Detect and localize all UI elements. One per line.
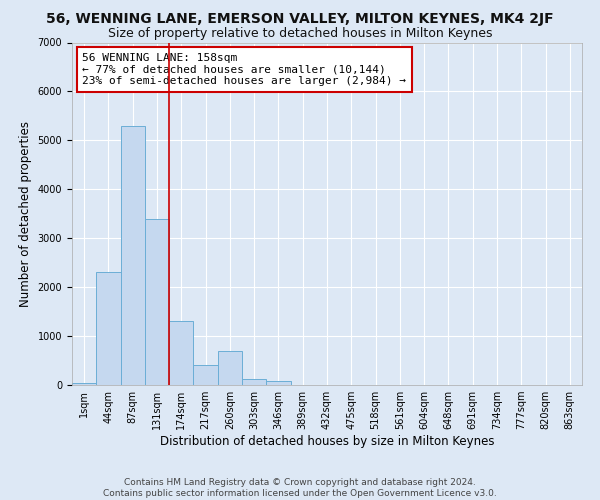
Bar <box>193 366 218 385</box>
Bar <box>218 351 242 385</box>
Bar <box>96 272 121 385</box>
Text: Contains HM Land Registry data © Crown copyright and database right 2024.
Contai: Contains HM Land Registry data © Crown c… <box>103 478 497 498</box>
Text: 56 WENNING LANE: 158sqm
← 77% of detached houses are smaller (10,144)
23% of sem: 56 WENNING LANE: 158sqm ← 77% of detache… <box>82 53 406 86</box>
X-axis label: Distribution of detached houses by size in Milton Keynes: Distribution of detached houses by size … <box>160 435 494 448</box>
Bar <box>121 126 145 385</box>
Bar <box>242 378 266 385</box>
Bar <box>72 382 96 385</box>
Bar <box>169 322 193 385</box>
Y-axis label: Number of detached properties: Number of detached properties <box>19 120 32 306</box>
Text: Size of property relative to detached houses in Milton Keynes: Size of property relative to detached ho… <box>108 28 492 40</box>
Text: 56, WENNING LANE, EMERSON VALLEY, MILTON KEYNES, MK4 2JF: 56, WENNING LANE, EMERSON VALLEY, MILTON… <box>46 12 554 26</box>
Bar <box>145 218 169 385</box>
Bar <box>266 381 290 385</box>
